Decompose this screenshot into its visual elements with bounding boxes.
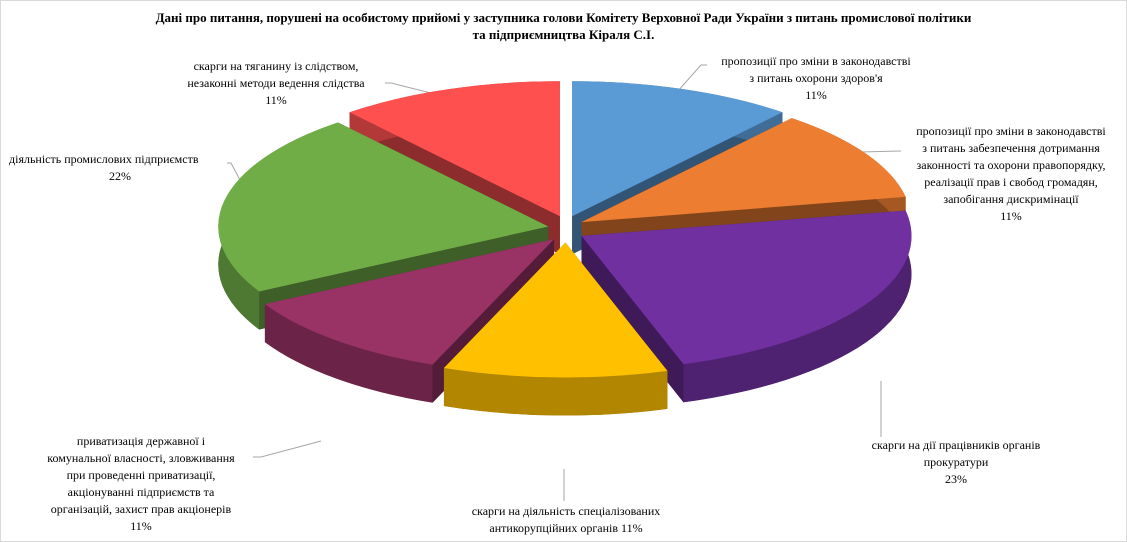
slice-side <box>443 368 668 416</box>
category-label: скарги на дії працівників органів прокур… <box>871 438 1041 469</box>
data-label: скарги на дії працівників органів прокур… <box>846 437 1066 488</box>
chart-title: Дані про питання, порушені на особистому… <box>155 10 972 42</box>
value-label: 22% <box>109 169 131 183</box>
category-label: приватизація державної і комунальної вла… <box>47 434 235 516</box>
data-label: скарги на тяганину із слідством, незакон… <box>166 58 386 109</box>
slice <box>218 122 549 292</box>
value-label: 23% <box>945 472 967 486</box>
slice-side <box>264 304 433 403</box>
data-label: приватизація державної і комунальної вла… <box>26 433 256 535</box>
category-label: пропозиції про зміни в законодавстві з п… <box>721 54 911 85</box>
slice <box>264 239 555 365</box>
data-label: скарги на діяльність спеціалізованих ант… <box>441 503 691 537</box>
category-label: скарги на діяльність спеціалізованих ант… <box>471 504 661 535</box>
value-label: 11% <box>265 93 287 107</box>
category-label: скарги на тяганину із слідством, незакон… <box>187 59 365 90</box>
slice-side <box>683 210 912 403</box>
slice <box>572 81 783 217</box>
category-label: пропозиції про зміни в законодавстві з п… <box>916 124 1106 206</box>
data-label: діяльність промислових підприємств 22% <box>9 151 227 185</box>
value-label: 11% <box>805 88 827 102</box>
leader-line <box>253 440 322 458</box>
value-label: 11% <box>1000 209 1022 223</box>
value-label: 11% <box>621 521 643 535</box>
value-label: 11% <box>130 519 152 533</box>
slice <box>349 81 560 217</box>
slice <box>581 210 912 365</box>
slice <box>443 242 668 378</box>
data-label: пропозиції про зміни в законодавстві з п… <box>701 53 931 104</box>
slice <box>581 118 906 223</box>
data-label: пропозиції про зміни в законодавстві з п… <box>896 123 1126 225</box>
category-label: діяльність промислових підприємств <box>9 152 199 166</box>
